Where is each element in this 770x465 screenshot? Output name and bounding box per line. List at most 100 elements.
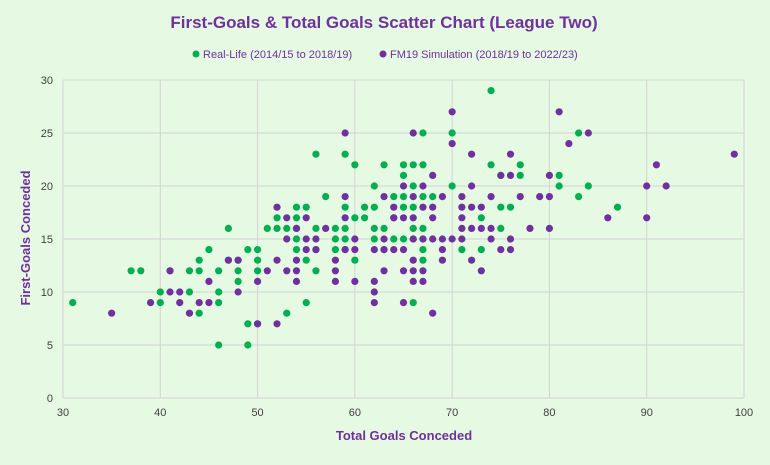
- fm19-point: [468, 203, 476, 211]
- real-life-point: [409, 161, 417, 169]
- real-life-point: [195, 256, 203, 264]
- fm19-point: [604, 214, 612, 222]
- y-axis-label: First-Goals Conceded: [18, 170, 33, 305]
- fm19-point: [409, 193, 417, 201]
- real-life-point: [409, 182, 417, 190]
- real-life-point: [497, 224, 505, 232]
- fm19-point: [341, 214, 349, 222]
- fm19-point: [477, 203, 485, 211]
- fm19-point: [380, 246, 388, 254]
- real-life-point: [458, 246, 466, 254]
- real-life-point: [224, 224, 232, 232]
- fm19-point: [419, 182, 427, 190]
- legend-entry-real-life[interactable]: Real-Life (2014/15 to 2018/19): [192, 49, 353, 61]
- real-life-point: [419, 256, 427, 264]
- fm19-point: [468, 150, 476, 158]
- fm19-point: [468, 224, 476, 232]
- fm19-point: [205, 277, 213, 285]
- fm19-point: [108, 309, 116, 317]
- fm19-point: [176, 288, 184, 296]
- real-life-point: [156, 288, 164, 296]
- fm19-point: [322, 224, 330, 232]
- real-life-point: [487, 161, 495, 169]
- fm19-point: [487, 235, 495, 243]
- real-life-point: [273, 224, 281, 232]
- real-life-point: [273, 214, 281, 222]
- real-life-point: [409, 299, 417, 307]
- fm19-point: [497, 246, 505, 254]
- real-life-point: [302, 256, 310, 264]
- real-life-point: [477, 214, 485, 222]
- real-life-point: [244, 320, 252, 328]
- fm19-point: [409, 129, 417, 137]
- fm19-point: [477, 267, 485, 275]
- legend-marker-fm19: [379, 50, 387, 58]
- real-life-point: [341, 150, 349, 158]
- fm19-point: [419, 235, 427, 243]
- x-tick-label: 50: [251, 407, 263, 419]
- fm19-point: [565, 140, 573, 148]
- fm19-point: [331, 277, 339, 285]
- real-life-point: [555, 171, 563, 179]
- real-life-point: [497, 203, 505, 211]
- fm19-point: [399, 214, 408, 222]
- real-life-point: [137, 267, 145, 275]
- fm19-point: [253, 277, 262, 285]
- legend-entry-fm19[interactable]: FM19 Simulation (2018/19 to 2022/23): [379, 49, 578, 61]
- real-life-point: [370, 182, 378, 190]
- fm19-point: [438, 193, 447, 201]
- fm19-point: [399, 267, 408, 275]
- real-life-point: [244, 341, 252, 349]
- fm19-point: [506, 235, 515, 243]
- fm19-point: [292, 267, 301, 275]
- real-life-point: [292, 246, 301, 254]
- fm19-point: [380, 193, 388, 201]
- real-life-point: [263, 224, 271, 232]
- fm19-point: [195, 299, 203, 307]
- fm19-point: [458, 193, 466, 201]
- y-tick-label: 5: [47, 340, 53, 352]
- fm19-point: [205, 299, 213, 307]
- real-life-point: [127, 267, 135, 275]
- fm19-point: [341, 129, 349, 137]
- y-tick-label: 15: [41, 234, 53, 246]
- fm19-point: [643, 214, 651, 222]
- real-life-point: [390, 193, 398, 201]
- real-life-point: [370, 203, 378, 211]
- fm19-point: [662, 182, 670, 190]
- fm19-point: [438, 246, 447, 254]
- fm19-point: [302, 246, 310, 254]
- real-life-point: [156, 299, 164, 307]
- fm19-point: [458, 235, 466, 243]
- fm19-point: [370, 288, 378, 296]
- fm19-point: [370, 299, 378, 307]
- fm19-point: [253, 320, 262, 328]
- fm19-point: [146, 299, 155, 307]
- fm19-point: [419, 267, 427, 275]
- fm19-point: [458, 203, 466, 211]
- fm19-point: [390, 203, 398, 211]
- fm19-point: [438, 256, 447, 264]
- fm19-point: [506, 246, 515, 254]
- fm19-point: [283, 214, 291, 222]
- fm19-point: [429, 235, 437, 243]
- fm19-point: [273, 320, 281, 328]
- fm19-point: [429, 203, 437, 211]
- real-life-point: [380, 161, 388, 169]
- x-tick-label: 90: [641, 407, 653, 419]
- fm19-point: [234, 256, 242, 264]
- fm19-point: [273, 203, 281, 211]
- y-tick-label: 10: [41, 287, 53, 299]
- fm19-point: [584, 129, 592, 137]
- real-life-point: [516, 161, 524, 169]
- fm19-point: [390, 246, 398, 254]
- real-life-point: [516, 171, 524, 179]
- y-tick-label: 30: [41, 75, 53, 87]
- fm19-point: [536, 193, 544, 201]
- real-life-point: [477, 246, 485, 254]
- real-life-point: [215, 341, 223, 349]
- real-life-point: [370, 235, 378, 243]
- fm19-point: [730, 150, 738, 158]
- fm19-point: [292, 224, 301, 232]
- real-life-point: [575, 193, 583, 201]
